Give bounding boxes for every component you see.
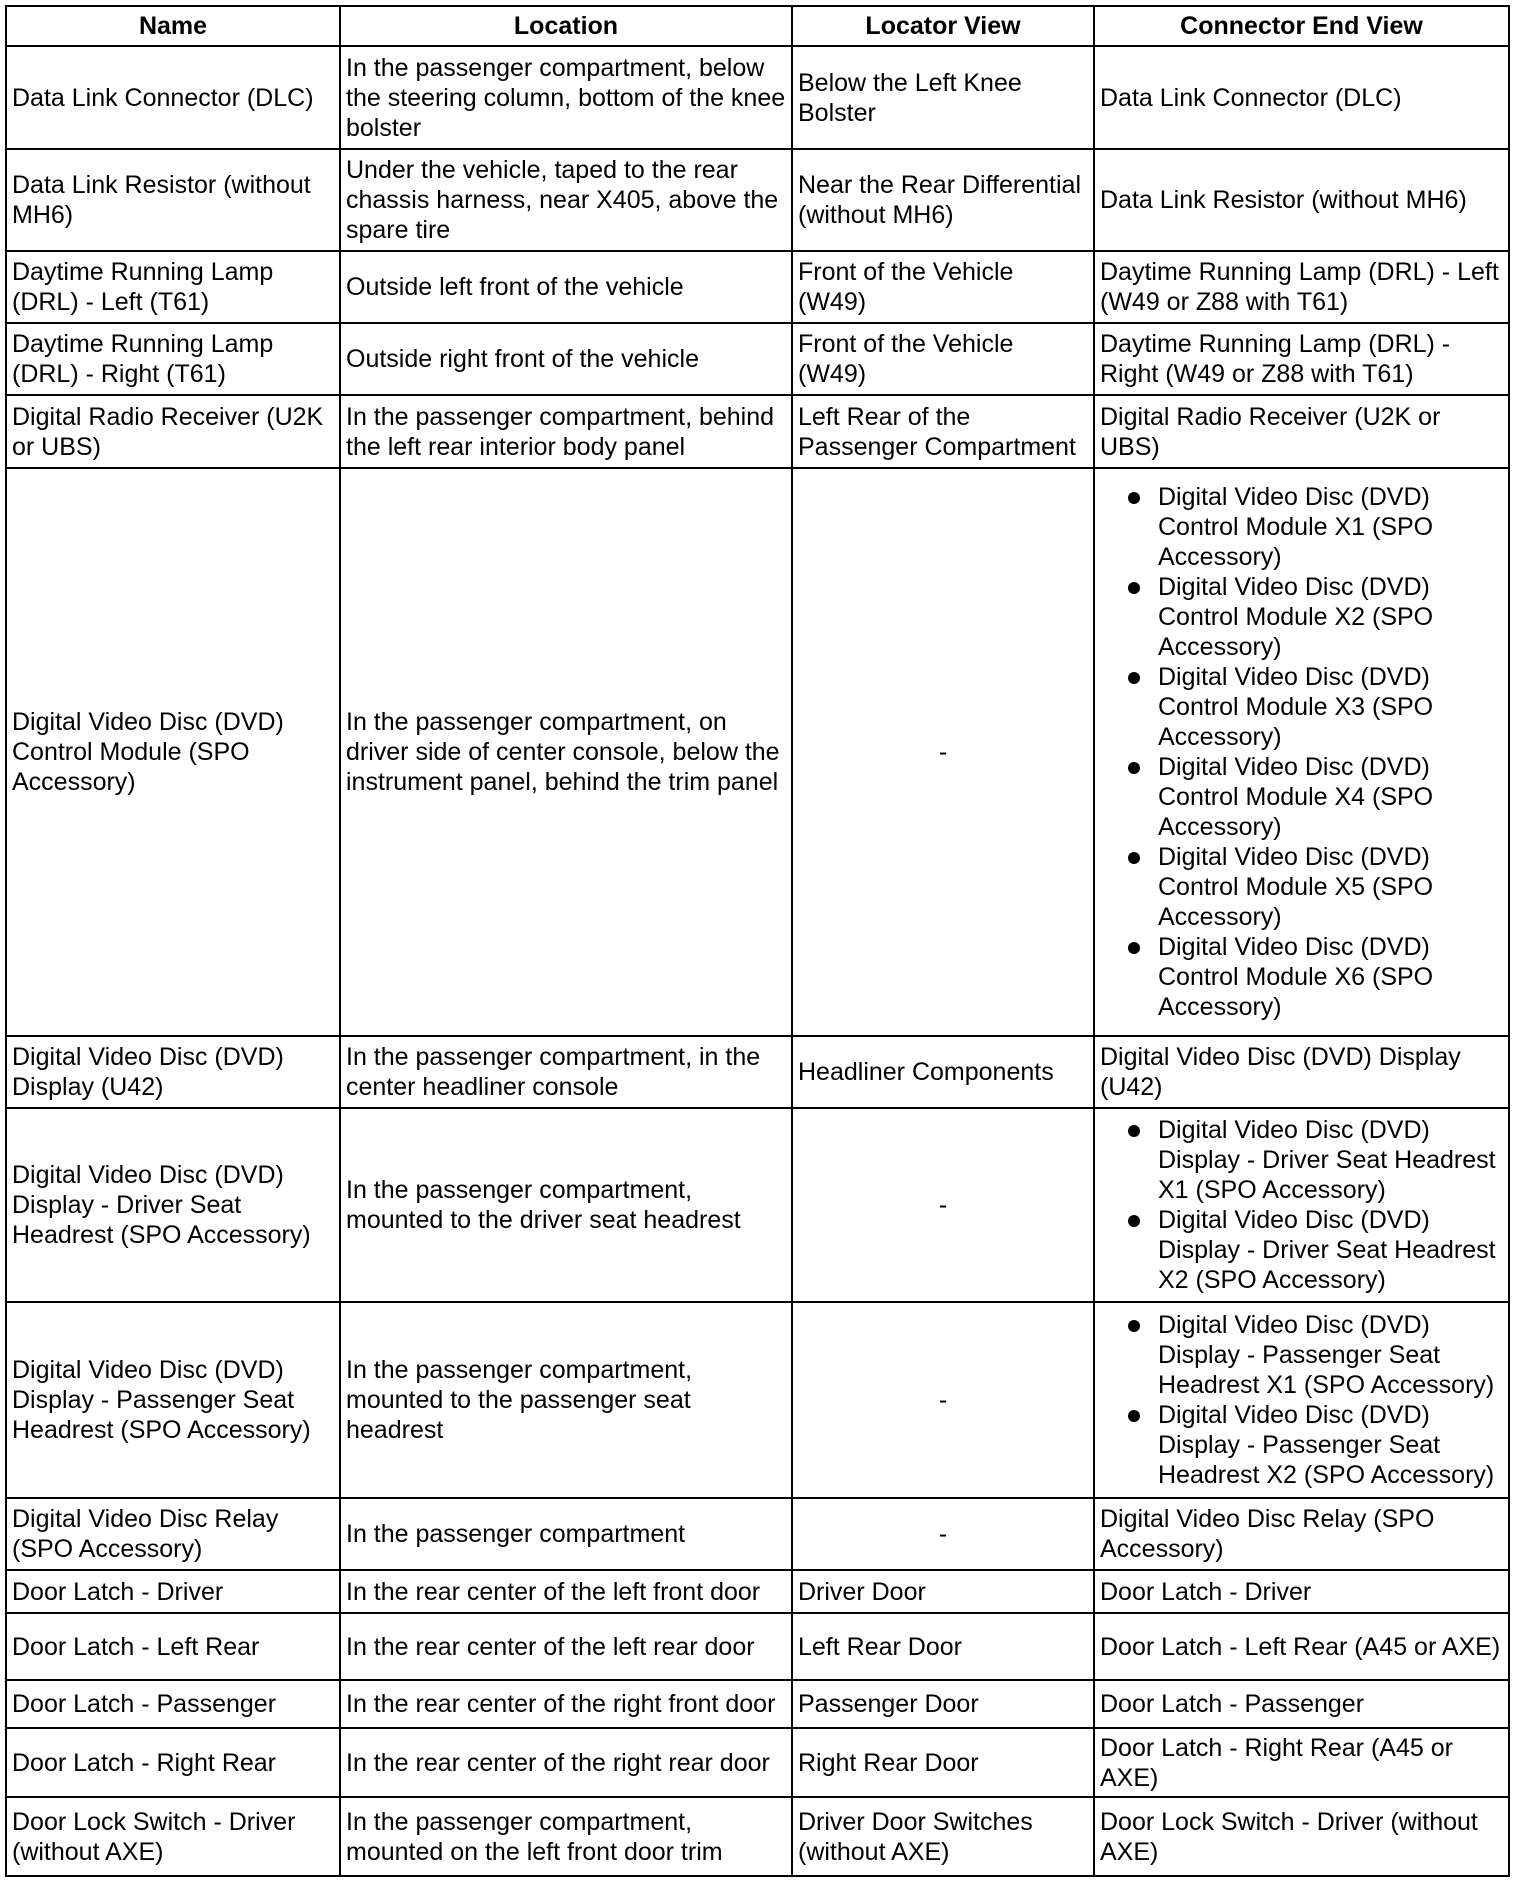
- table-row: Door Latch - Passenger In the rear center…: [5, 1679, 1510, 1729]
- connector-end-view-cell: Door Lock Switch - Driver (without AXE): [1093, 1796, 1510, 1877]
- location-cell: In the passenger compartment, below the …: [339, 45, 793, 150]
- connector-list-item: Digital Video Disc (DVD) Display - Drive…: [1128, 1205, 1503, 1295]
- connector-end-view-cell: Digital Video Disc (DVD) Control Module …: [1093, 467, 1510, 1037]
- locator-view-cell: Headliner Components: [791, 1035, 1095, 1109]
- locator-view-cell: Passenger Door: [791, 1679, 1095, 1729]
- connector-list: Digital Video Disc (DVD) Display - Drive…: [1100, 1115, 1503, 1295]
- location-cell: In the passenger compartment, behind the…: [339, 394, 793, 469]
- table-row: Door Latch - Right Rear In the rear cente…: [5, 1727, 1510, 1798]
- name-cell: Door Latch - Passenger: [5, 1679, 341, 1729]
- connector-list-item: Digital Video Disc (DVD) Control Module …: [1128, 572, 1503, 662]
- name-cell: Digital Video Disc Relay (SPO Accessory): [5, 1497, 341, 1571]
- name-cell: Data Link Connector (DLC): [5, 45, 341, 150]
- name-cell: Digital Video Disc (DVD) Display - Drive…: [5, 1107, 341, 1303]
- name-cell: Digital Video Disc (DVD) Control Module …: [5, 467, 341, 1037]
- locator-view-cell: Right Rear Door: [791, 1727, 1095, 1798]
- header-name: Name: [5, 5, 341, 47]
- connector-list-item: Digital Video Disc (DVD) Control Module …: [1128, 482, 1503, 572]
- table-row: Data Link Connector (DLC) In the passenge…: [5, 45, 1510, 150]
- connector-end-view-cell: Door Latch - Driver: [1093, 1569, 1510, 1614]
- name-cell: Digital Video Disc (DVD) Display (U42): [5, 1035, 341, 1109]
- connector-list-item: Digital Video Disc (DVD) Control Module …: [1128, 752, 1503, 842]
- table-row: Digital Radio Receiver (U2K or UBS) In th…: [5, 394, 1510, 469]
- location-cell: In the passenger compartment, in the cen…: [339, 1035, 793, 1109]
- location-cell: In the passenger compartment, mounted to…: [339, 1301, 793, 1499]
- name-cell: Data Link Resistor (without MH6): [5, 148, 341, 252]
- header-location: Location: [339, 5, 793, 47]
- table-row: Digital Video Disc (DVD) Display - Drive…: [5, 1107, 1510, 1303]
- locator-view-cell: Driver Door: [791, 1569, 1095, 1614]
- location-cell: In the rear center of the left front doo…: [339, 1569, 793, 1614]
- connector-list-item: Digital Video Disc (DVD) Control Module …: [1128, 932, 1503, 1022]
- table-row: Digital Video Disc Relay (SPO Accessory)…: [5, 1497, 1510, 1571]
- location-cell: In the rear center of the right rear doo…: [339, 1727, 793, 1798]
- connector-end-view-cell: Digital Radio Receiver (U2K or UBS): [1093, 394, 1510, 469]
- connector-end-view-cell: Digital Video Disc (DVD) Display - Passe…: [1093, 1301, 1510, 1499]
- connector-end-view-cell: Digital Video Disc Relay (SPO Accessory): [1093, 1497, 1510, 1571]
- locator-view-cell: Below the Left Knee Bolster: [791, 45, 1095, 150]
- name-cell: Daytime Running Lamp (DRL) - Right (T61): [5, 322, 341, 396]
- locator-view-cell: Near the Rear Differential (without MH6): [791, 148, 1095, 252]
- table-row: Door Lock Switch - Driver (without AXE) I…: [5, 1796, 1510, 1877]
- connector-list: Digital Video Disc (DVD) Control Module …: [1100, 482, 1503, 1022]
- header-row: Name Location Locator View Connector End…: [5, 5, 1510, 47]
- table-row: Digital Video Disc (DVD) Control Module …: [5, 467, 1510, 1037]
- table-row: Digital Video Disc (DVD) Display (U42) In…: [5, 1035, 1510, 1109]
- connector-list-item: Digital Video Disc (DVD) Display - Drive…: [1128, 1115, 1503, 1205]
- locator-view-cell: -: [791, 1107, 1095, 1303]
- name-cell: Door Latch - Right Rear: [5, 1727, 341, 1798]
- locator-view-cell: -: [791, 1301, 1095, 1499]
- location-cell: In the rear center of the right front do…: [339, 1679, 793, 1729]
- connector-end-view-cell: Data Link Connector (DLC): [1093, 45, 1510, 150]
- connector-list-item: Digital Video Disc (DVD) Display - Passe…: [1128, 1310, 1503, 1400]
- name-cell: Door Latch - Left Rear: [5, 1612, 341, 1681]
- location-cell: In the rear center of the left rear door: [339, 1612, 793, 1681]
- location-cell: In the passenger compartment, on driver …: [339, 467, 793, 1037]
- table-row: Daytime Running Lamp (DRL) - Right (T61)…: [5, 322, 1510, 396]
- location-cell: Outside left front of the vehicle: [339, 250, 793, 324]
- connector-end-view-cell: Digital Video Disc (DVD) Display - Drive…: [1093, 1107, 1510, 1303]
- connector-end-view-cell: Data Link Resistor (without MH6): [1093, 148, 1510, 252]
- table-row: Door Latch - Driver In the rear center of…: [5, 1569, 1510, 1614]
- table-row: Digital Video Disc (DVD) Display - Passe…: [5, 1301, 1510, 1499]
- component-locator-table: Name Location Locator View Connector End…: [5, 5, 1510, 1877]
- connector-list: Digital Video Disc (DVD) Display - Passe…: [1100, 1310, 1503, 1490]
- name-cell: Daytime Running Lamp (DRL) - Left (T61): [5, 250, 341, 324]
- name-cell: Door Latch - Driver: [5, 1569, 341, 1614]
- name-cell: Door Lock Switch - Driver (without AXE): [5, 1796, 341, 1877]
- locator-view-cell: Front of the Vehicle (W49): [791, 322, 1095, 396]
- connector-end-view-cell: Daytime Running Lamp (DRL) - Right (W49 …: [1093, 322, 1510, 396]
- connector-end-view-cell: Door Latch - Left Rear (A45 or AXE): [1093, 1612, 1510, 1681]
- header-connector-end-view: Connector End View: [1093, 5, 1510, 47]
- locator-view-cell: Left Rear of the Passenger Compartment: [791, 394, 1095, 469]
- location-cell: In the passenger compartment, mounted to…: [339, 1107, 793, 1303]
- connector-list-item: Digital Video Disc (DVD) Display - Passe…: [1128, 1400, 1503, 1490]
- name-cell: Digital Radio Receiver (U2K or UBS): [5, 394, 341, 469]
- connector-list-item: Digital Video Disc (DVD) Control Module …: [1128, 662, 1503, 752]
- locator-view-cell: Front of the Vehicle (W49): [791, 250, 1095, 324]
- header-locator-view: Locator View: [791, 5, 1095, 47]
- locator-view-cell: Driver Door Switches (without AXE): [791, 1796, 1095, 1877]
- name-cell: Digital Video Disc (DVD) Display - Passe…: [5, 1301, 341, 1499]
- connector-list-item: Digital Video Disc (DVD) Control Module …: [1128, 842, 1503, 932]
- locator-view-cell: -: [791, 467, 1095, 1037]
- table-row: Door Latch - Left Rear In the rear center…: [5, 1612, 1510, 1681]
- locator-view-cell: -: [791, 1497, 1095, 1571]
- connector-end-view-cell: Daytime Running Lamp (DRL) - Left (W49 o…: [1093, 250, 1510, 324]
- location-cell: In the passenger compartment: [339, 1497, 793, 1571]
- table-row: Daytime Running Lamp (DRL) - Left (T61) O…: [5, 250, 1510, 324]
- locator-view-cell: Left Rear Door: [791, 1612, 1095, 1681]
- connector-end-view-cell: Digital Video Disc (DVD) Display (U42): [1093, 1035, 1510, 1109]
- location-cell: Under the vehicle, taped to the rear cha…: [339, 148, 793, 252]
- location-cell: Outside right front of the vehicle: [339, 322, 793, 396]
- location-cell: In the passenger compartment, mounted on…: [339, 1796, 793, 1877]
- connector-end-view-cell: Door Latch - Passenger: [1093, 1679, 1510, 1729]
- connector-end-view-cell: Door Latch - Right Rear (A45 or AXE): [1093, 1727, 1510, 1798]
- table-row: Data Link Resistor (without MH6) Under th…: [5, 148, 1510, 252]
